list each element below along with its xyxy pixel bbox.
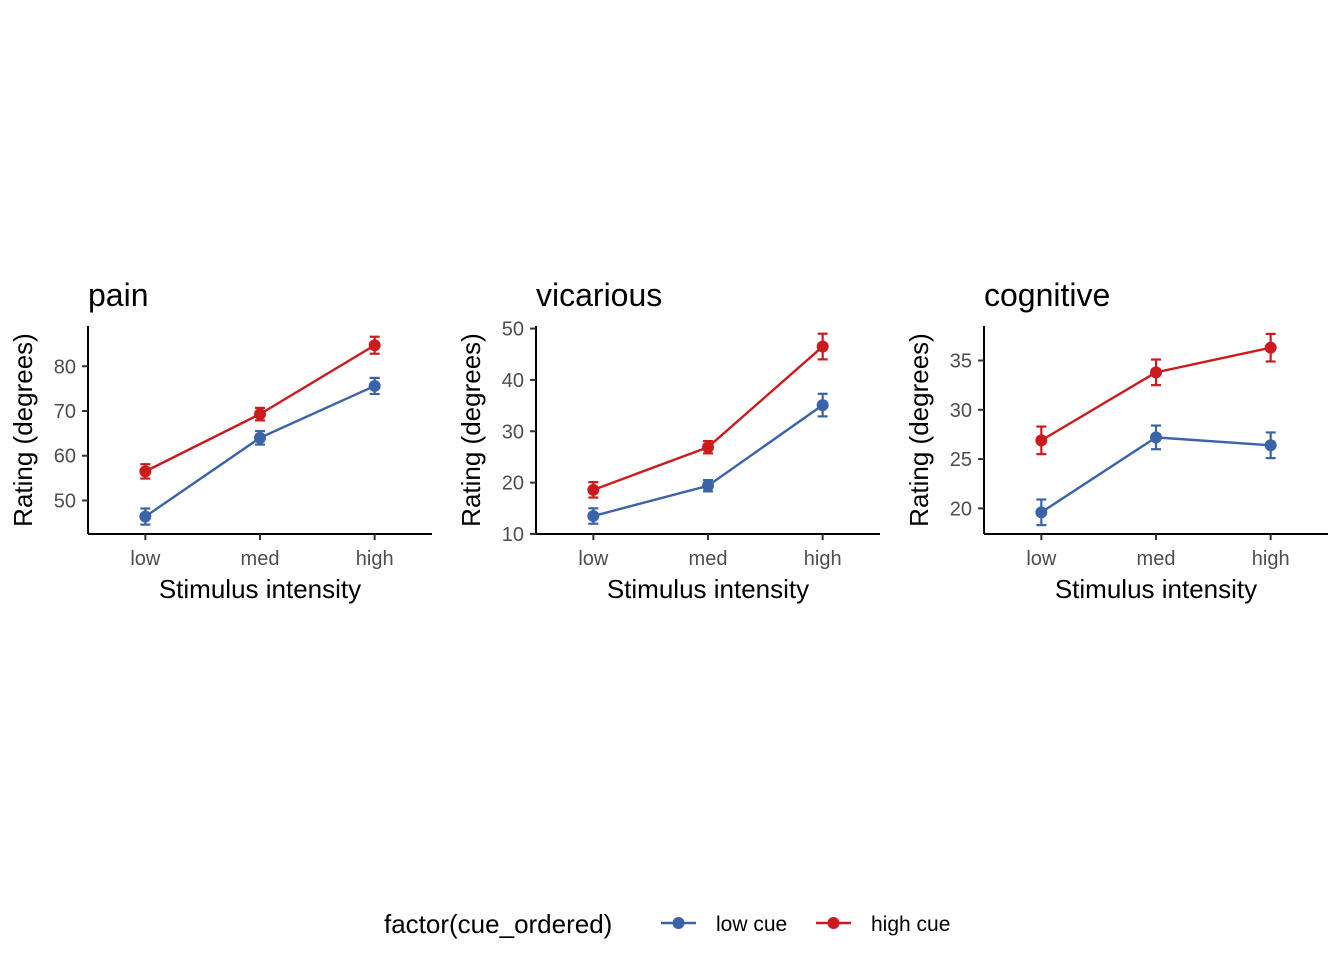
legend-label: low cue: [716, 913, 787, 936]
data-point: [1035, 434, 1048, 447]
y-tick-label: 40: [502, 370, 524, 392]
data-point: [139, 510, 152, 523]
data-point: [816, 399, 829, 412]
data-point: [1150, 366, 1162, 379]
y-tick-label: 30: [950, 400, 972, 422]
data-point: [254, 431, 266, 444]
data-point: [254, 408, 266, 421]
legend-key-point: [827, 917, 840, 929]
y-tick-label: 70: [54, 401, 76, 423]
legend-key-point: [672, 917, 685, 929]
legend-item-high_cue: high cue: [816, 913, 950, 936]
x-tick-label: high: [1252, 548, 1290, 570]
legend-item-low_cue: low cue: [661, 913, 787, 936]
x-tick-label: med: [689, 548, 728, 570]
x-axis-title: Stimulus intensity: [159, 574, 361, 604]
y-tick-label: 10: [502, 524, 524, 546]
x-tick-label: low: [1026, 548, 1057, 570]
data-point: [368, 339, 381, 352]
legend-title: factor(cue_ordered): [384, 909, 612, 939]
data-point: [1035, 506, 1048, 519]
data-point: [1150, 431, 1162, 444]
series-low_cue: [1035, 424, 1277, 527]
x-tick-label: high: [356, 548, 394, 570]
y-tick-label: 20: [950, 498, 972, 520]
y-tick-label: 35: [950, 351, 972, 373]
series-low_cue: [587, 392, 829, 525]
y-tick-label: 80: [54, 356, 76, 378]
series-line: [593, 404, 824, 518]
data-point: [368, 379, 381, 392]
y-tick-label: 60: [54, 446, 76, 468]
y-axis-title: Rating (degrees): [8, 333, 38, 527]
series-high_cue: [1035, 332, 1277, 456]
legend-items: low cue high cue: [661, 913, 950, 936]
data-point: [587, 510, 600, 523]
series-high_cue: [587, 332, 829, 499]
y-tick-label: 25: [950, 449, 972, 471]
y-tick-label: 20: [502, 473, 524, 495]
data-point: [816, 340, 829, 353]
panel-title: pain: [88, 277, 149, 313]
series-low_cue: [139, 376, 381, 526]
panel-vicarious: vicarious 10 20 30 40 50 low med high Stimulus in…: [456, 277, 880, 604]
x-tick-label: high: [804, 548, 842, 570]
x-tick-label: med: [241, 548, 280, 570]
y-axis-title: Rating (degrees): [456, 333, 486, 527]
x-tick-label: low: [578, 548, 609, 570]
panel-title: vicarious: [536, 277, 662, 313]
x-axis-title: Stimulus intensity: [1055, 574, 1257, 604]
legend-label: high cue: [871, 913, 950, 936]
x-axis-title: Stimulus intensity: [607, 574, 809, 604]
y-axis-title: Rating (degrees): [904, 333, 934, 527]
panels: pain 50 60 70 80 low med high Stimulus intensity…: [8, 277, 1328, 604]
panel-pain: pain 50 60 70 80 low med high Stimulus intensity…: [8, 277, 432, 604]
y-tick-label: 50: [54, 490, 76, 512]
panel-title: cognitive: [984, 277, 1110, 313]
y-tick-label: 50: [502, 319, 524, 341]
x-tick-label: low: [130, 548, 161, 570]
panel-cognitive: cognitive 20 25 30 35 low med high Stimulus inte…: [904, 277, 1328, 604]
x-tick-label: med: [1137, 548, 1176, 570]
data-point: [587, 483, 600, 496]
data-point: [139, 465, 152, 478]
series-line: [144, 384, 376, 518]
data-point: [1264, 439, 1277, 452]
data-point: [1264, 341, 1277, 354]
series-line: [592, 345, 824, 491]
data-point: [702, 479, 714, 492]
series-high_cue: [139, 335, 381, 480]
y-tick-label: 30: [502, 421, 524, 443]
legend: factor(cue_ordered) low cue high cue: [384, 909, 950, 939]
data-point: [702, 441, 714, 454]
